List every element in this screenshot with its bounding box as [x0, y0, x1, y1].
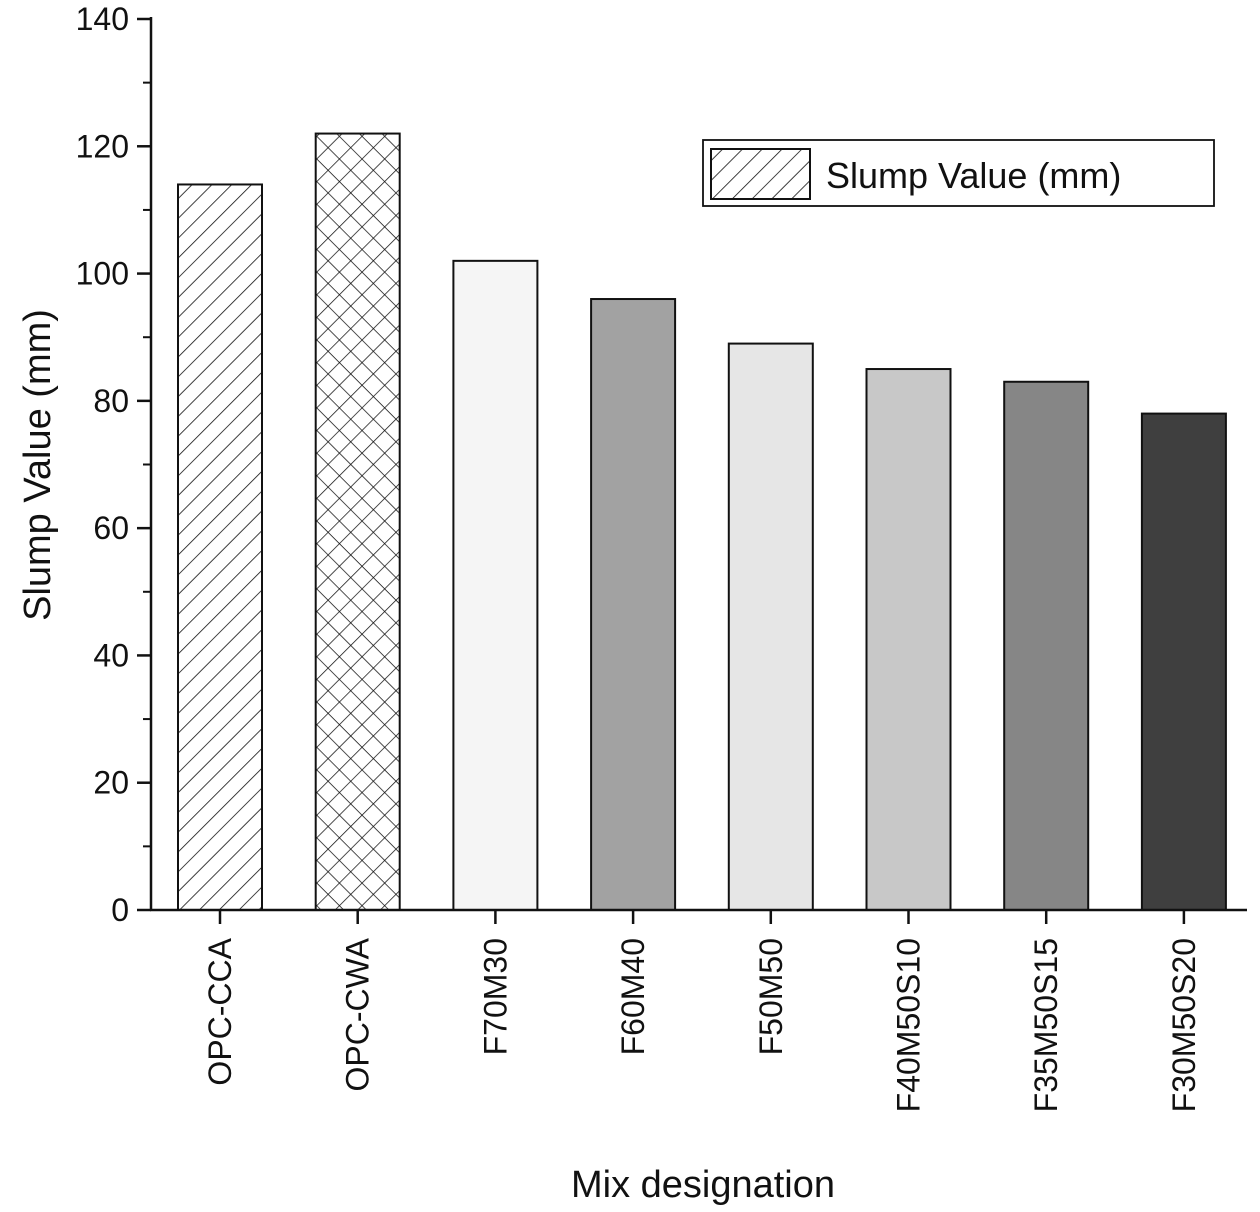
bar-f50m50: [727, 342, 814, 912]
legend-label: Slump Value (mm): [826, 155, 1121, 196]
y-tick-label: 60: [93, 510, 129, 546]
y-tick-label: 20: [93, 765, 129, 801]
x-tick-label: F40M50S10: [891, 938, 927, 1112]
x-tick-label: OPC-CCA: [202, 937, 238, 1085]
y-tick-label: 100: [76, 256, 129, 292]
bar-opc-cwa: [314, 132, 401, 912]
y-tick-label: 40: [93, 637, 129, 673]
legend: Slump Value (mm): [702, 139, 1215, 207]
x-tick-label: F70M30: [477, 938, 513, 1055]
legend-swatch: [710, 148, 811, 200]
axes-layer: 0 20 40 60 80 100 120 140 OPC-CCA OPC-CWA F70M30 F6…: [76, 1, 1247, 1112]
y-tick-label: 140: [76, 1, 129, 37]
x-tick-label: OPC-CWA: [340, 937, 376, 1091]
bar-opc-cca: [177, 183, 263, 911]
bar-f40m50s10: [865, 368, 952, 911]
y-tick-label: 0: [111, 892, 129, 928]
x-tick-label: F30M50S20: [1166, 938, 1202, 1112]
bar-f35m50s15: [1003, 380, 1090, 911]
x-axis-title: Mix designation: [571, 1164, 835, 1206]
bar-f70m30: [452, 259, 539, 912]
y-axis-title: Slump Value (mm): [17, 309, 59, 621]
x-tick-label: F35M50S15: [1028, 938, 1064, 1112]
bars-layer: [177, 132, 1227, 912]
bar-f60m40: [590, 298, 677, 911]
y-tick-label: 120: [76, 128, 129, 164]
x-tick-label: F60M40: [615, 938, 651, 1055]
y-tick-label: 80: [93, 383, 129, 419]
bar-f30m50s20: [1140, 412, 1227, 911]
x-tick-label: F50M50: [753, 938, 789, 1055]
